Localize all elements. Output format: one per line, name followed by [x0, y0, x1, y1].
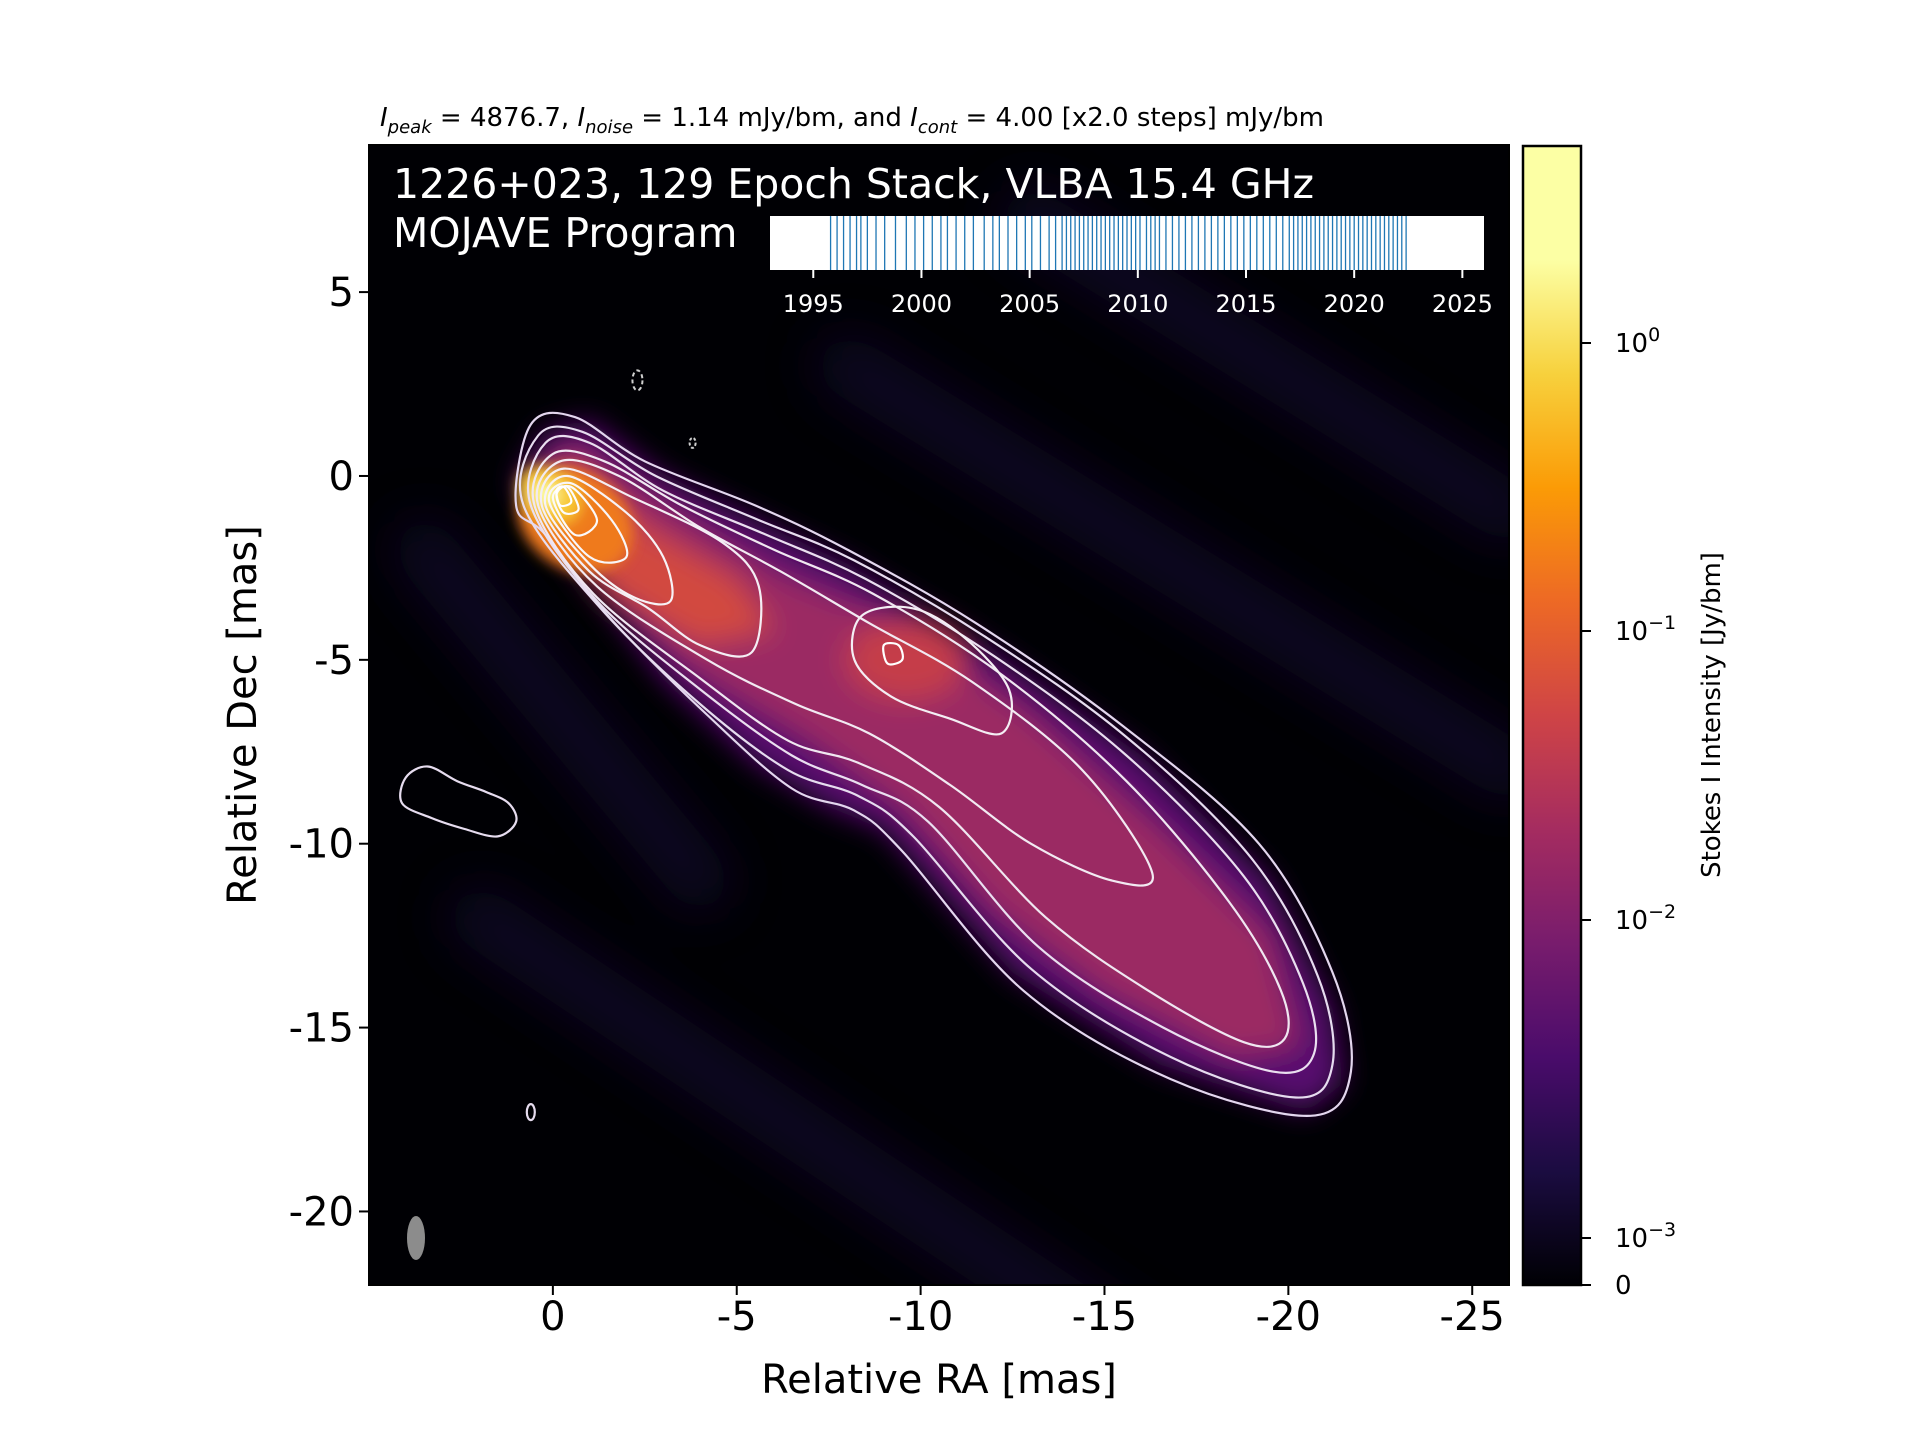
epoch-tick-label: 2005 — [999, 290, 1060, 318]
epoch-tick-label: 2000 — [891, 290, 952, 318]
header-i-peak: I — [380, 103, 388, 133]
x-tick-label: -25 — [1440, 1294, 1505, 1340]
x-axis: 0 -5 -10 -15 -20 -25 — [540, 1285, 1505, 1340]
knot-emission — [845, 619, 966, 700]
contour-level — [531, 449, 1290, 1049]
y-tick-label: -20 — [289, 1189, 354, 1235]
epoch-tick-label: 2020 — [1324, 290, 1385, 318]
header-cont-value: = 4.00 [x2.0 steps] mJy/bm — [957, 103, 1324, 133]
colorbar-label: Stokes I Intensity [Jy/bm] — [1697, 552, 1727, 878]
colorbar-tick-label: 10−2 — [1615, 901, 1676, 936]
y-tick-label: -15 — [289, 1006, 354, 1052]
epoch-tick-label: 2015 — [1215, 290, 1276, 318]
y-tick-label: -5 — [314, 638, 354, 684]
colorbar-frame — [1521, 144, 1583, 1287]
header-noise-value: = 1.14 mJy/bm, and — [633, 103, 910, 133]
contour-level — [518, 425, 1335, 1099]
y-tick-label: -10 — [289, 822, 354, 868]
noise-streak — [817, 335, 1509, 801]
contour-level — [514, 411, 1353, 1117]
header-cont-sub: cont — [918, 117, 958, 138]
colorbar-ticks: 100 10−1 10−2 10−3 0 — [1581, 324, 1676, 1301]
contour-island — [399, 765, 518, 838]
contour-level — [555, 485, 573, 508]
epoch-tick-label: 1995 — [783, 290, 844, 318]
colorbar-tick-label: 100 — [1615, 324, 1660, 359]
contour-level — [850, 605, 1013, 736]
colorbar-tick-label: 10−3 — [1615, 1219, 1676, 1254]
x-tick-label: -10 — [888, 1294, 953, 1340]
contour-level — [535, 458, 1154, 887]
contour-island — [525, 1103, 536, 1122]
header-i-noise: I — [577, 103, 585, 133]
epoch-tick-label: 2010 — [1107, 290, 1168, 318]
epoch-lines — [829, 216, 1407, 270]
x-tick-label: 0 — [540, 1294, 565, 1340]
contour-level — [543, 474, 674, 606]
title-line-2: MOJAVE Program — [393, 209, 737, 257]
header-peak-value: = 4876.7, — [432, 103, 578, 133]
intensity-image — [394, 188, 1509, 1285]
noise-streak — [394, 519, 730, 911]
x-tick-label: -5 — [717, 1294, 757, 1340]
x-tick-label: -20 — [1256, 1294, 1321, 1340]
y-tick-label: 5 — [329, 270, 354, 316]
colorbar: 100 10−1 10−2 10−3 0 Stokes I Intensity [Jy/… — [1521, 144, 1727, 1301]
contour-level — [547, 481, 629, 564]
plot-header: Ipeak = 4876.7, Inoise = 1.14 mJy/bm, an… — [380, 103, 1324, 138]
beam-ellipse — [407, 1216, 425, 1260]
header-noise-sub: noise — [585, 117, 633, 138]
y-tick-label: 0 — [329, 454, 354, 500]
colorbar-gradient — [1523, 146, 1581, 1285]
negative-contour — [631, 369, 644, 392]
jet-emission — [516, 420, 1344, 1113]
contour-lines — [399, 369, 1353, 1122]
plot-frame — [368, 144, 1510, 1286]
contour-level — [526, 434, 1318, 1074]
x-axis-label: Relative RA [mas] — [761, 1357, 1117, 1403]
x-tick-label: -15 — [1072, 1294, 1137, 1340]
colorbar-tick-label: 10−1 — [1615, 612, 1676, 647]
y-axis-label: Relative Dec [mas] — [220, 525, 266, 905]
contour-level — [539, 467, 763, 658]
contour-level — [882, 641, 904, 666]
epoch-tick-label: 2025 — [1432, 290, 1493, 318]
colorbar-tick-label: 0 — [1615, 1271, 1632, 1301]
epoch-inset: 1995 2000 2005 2010 2015 2020 2025 — [770, 216, 1493, 318]
header-i-cont: I — [910, 103, 918, 133]
title-line-1: 1226+023, 129 Epoch Stack, VLBA 15.4 GHz — [393, 160, 1314, 208]
epoch-axis: 1995 2000 2005 2010 2015 2020 2025 — [783, 270, 1493, 318]
header-peak-sub: peak — [387, 117, 434, 138]
image-panel — [368, 144, 1510, 1286]
y-axis: 5 0 -5 -10 -15 -20 — [289, 270, 369, 1235]
negative-contour — [688, 436, 697, 449]
